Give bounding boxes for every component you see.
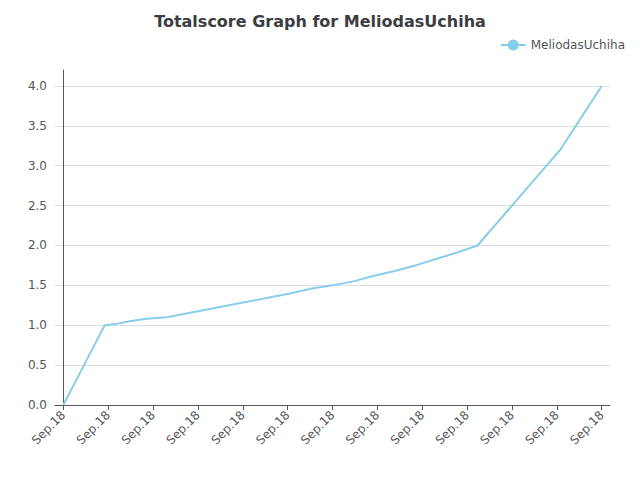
- svg-text:Sep.18: Sep.18: [388, 408, 427, 447]
- svg-text:0.0: 0.0: [28, 398, 47, 412]
- svg-text:1.5: 1.5: [28, 278, 47, 292]
- svg-text:Sep.18: Sep.18: [74, 408, 113, 447]
- svg-text:Sep.18: Sep.18: [208, 408, 247, 447]
- svg-text:Sep.18: Sep.18: [29, 408, 68, 447]
- svg-text:Sep.18: Sep.18: [433, 408, 472, 447]
- svg-text:3.5: 3.5: [28, 119, 47, 133]
- svg-text:Sep.18: Sep.18: [478, 408, 517, 447]
- svg-text:Sep.18: Sep.18: [119, 408, 158, 447]
- svg-text:Sep.18: Sep.18: [253, 408, 292, 447]
- svg-text:Sep.18: Sep.18: [522, 408, 561, 447]
- svg-text:2.5: 2.5: [28, 199, 47, 213]
- svg-text:0.5: 0.5: [28, 358, 47, 372]
- svg-text:Totalscore Graph for MeliodasU: Totalscore Graph for MeliodasUchiha: [154, 12, 486, 31]
- svg-text:Sep.18: Sep.18: [298, 408, 337, 447]
- svg-text:Sep.18: Sep.18: [567, 408, 606, 447]
- svg-text:Sep.18: Sep.18: [163, 408, 202, 447]
- svg-text:Sep.18: Sep.18: [343, 408, 382, 447]
- svg-text:2.0: 2.0: [28, 238, 47, 252]
- svg-text:4.0: 4.0: [28, 79, 47, 93]
- svg-text:1.0: 1.0: [28, 318, 47, 332]
- svg-text:MeliodasUchiha: MeliodasUchiha: [531, 38, 625, 52]
- svg-text:3.0: 3.0: [28, 159, 47, 173]
